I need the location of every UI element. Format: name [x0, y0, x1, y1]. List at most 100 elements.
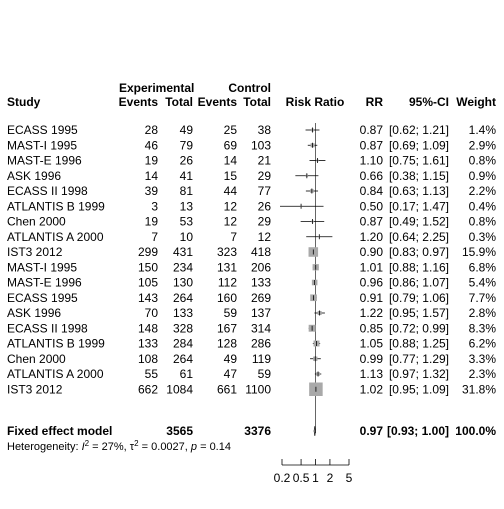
- study-e-total: 264: [173, 352, 193, 366]
- study-ci: [0.88; 1.16]: [389, 260, 449, 274]
- study-e-events: 108: [138, 352, 158, 366]
- header-rr: RR: [366, 95, 384, 109]
- study-ci: [0.79; 1.06]: [389, 291, 449, 305]
- study-ci: [0.62; 1.21]: [389, 123, 449, 137]
- study-c-total: 12: [258, 230, 272, 244]
- study-weight: 2.9%: [469, 138, 497, 152]
- study-e-events: 105: [138, 276, 158, 290]
- study-ci: [0.17; 1.47]: [389, 199, 449, 213]
- study-e-total: 284: [173, 337, 193, 351]
- study-c-total: 103: [251, 138, 271, 152]
- study-weight: 0.3%: [469, 230, 497, 244]
- study-e-events: 19: [145, 215, 159, 229]
- het-p-value: = 0.14: [197, 441, 231, 453]
- study-c-total: 269: [251, 291, 271, 305]
- study-ci: [0.38; 1.15]: [389, 169, 449, 183]
- study-weight: 6.2%: [469, 337, 497, 351]
- study-e-total: 1084: [166, 382, 193, 396]
- het-i2-value: = 27%,: [89, 441, 130, 453]
- study-e-total: 26: [180, 154, 194, 168]
- study-rr: 0.87: [360, 215, 384, 229]
- study-ci: [0.95; 1.57]: [389, 306, 449, 320]
- study-rr: 0.90: [360, 245, 384, 259]
- study-name: ECASS II 1998: [7, 321, 88, 335]
- study-c-events: 47: [224, 367, 238, 381]
- study-c-events: 128: [217, 337, 237, 351]
- study-name: ATLANTIS A 2000: [7, 230, 104, 244]
- study-e-events: 3: [151, 199, 158, 213]
- plot-marks: [280, 123, 333, 437]
- study-c-total: 314: [251, 321, 271, 335]
- study-c-total: 133: [251, 276, 271, 290]
- study-weight: 7.7%: [469, 291, 497, 305]
- study-e-total: 431: [173, 245, 193, 259]
- header-e-events: Events: [119, 95, 159, 109]
- study-rr: 0.84: [360, 184, 384, 198]
- study-rr: 1.13: [360, 367, 384, 381]
- study-e-total: 264: [173, 291, 193, 305]
- header-experimental: Experimental: [119, 81, 194, 95]
- summary-rr: 0.97: [360, 424, 384, 438]
- study-ci: [0.88; 1.25]: [389, 337, 449, 351]
- study-rr: 0.99: [360, 352, 384, 366]
- study-e-events: 39: [145, 184, 159, 198]
- study-rr: 1.02: [360, 382, 384, 396]
- study-e-events: 46: [145, 138, 159, 152]
- study-c-total: 29: [258, 169, 272, 183]
- het-tau-value: = 0.0027,: [139, 441, 191, 453]
- study-e-events: 7: [151, 230, 158, 244]
- study-c-events: 131: [217, 260, 237, 274]
- study-c-events: 160: [217, 291, 237, 305]
- study-c-total: 137: [251, 306, 271, 320]
- study-rr: 1.10: [360, 154, 384, 168]
- study-weight: 2.2%: [469, 184, 497, 198]
- header-weight: Weight: [456, 95, 496, 109]
- study-e-total: 41: [180, 169, 194, 183]
- study-c-total: 119: [252, 352, 271, 366]
- study-c-events: 44: [224, 184, 238, 198]
- study-c-total: 38: [258, 123, 272, 137]
- study-weight: 3.3%: [469, 352, 497, 366]
- study-ci: [0.97; 1.32]: [389, 367, 449, 381]
- study-ci: [0.64; 2.25]: [389, 230, 449, 244]
- study-e-total: 328: [173, 321, 193, 335]
- study-e-total: 79: [180, 138, 194, 152]
- study-e-events: 19: [145, 154, 159, 168]
- summary-diamond: [313, 425, 316, 437]
- study-rr: 1.01: [360, 260, 384, 274]
- study-c-total: 26: [258, 199, 272, 213]
- study-ci: [0.72; 0.99]: [389, 321, 449, 335]
- study-rr: 1.22: [360, 306, 384, 320]
- study-weight: 0.4%: [469, 199, 497, 213]
- header-c-total: Total: [243, 95, 271, 109]
- study-name: ECASS II 1998: [7, 184, 88, 198]
- study-weight: 2.3%: [469, 367, 497, 381]
- x-tick-label: 1: [312, 471, 319, 485]
- study-e-events: 148: [138, 321, 158, 335]
- study-name: ATLANTIS B 1999: [7, 199, 105, 213]
- study-c-total: 59: [258, 367, 272, 381]
- study-name: ATLANTIS A 2000: [7, 367, 104, 381]
- study-e-total: 234: [173, 260, 193, 274]
- study-e-events: 143: [138, 291, 158, 305]
- study-weight: 0.9%: [469, 169, 497, 183]
- study-ci: [0.77; 1.29]: [389, 352, 449, 366]
- study-rr: 0.87: [360, 138, 384, 152]
- study-rr: 1.20: [360, 230, 384, 244]
- study-c-total: 206: [251, 260, 271, 274]
- study-e-total: 81: [180, 184, 194, 198]
- header-risk-ratio: Risk Ratio: [286, 95, 345, 109]
- study-c-events: 49: [224, 352, 238, 366]
- study-name: ATLANTIS B 1999: [7, 337, 105, 351]
- study-e-events: 14: [145, 169, 159, 183]
- study-name: MAST-E 1996: [7, 276, 82, 290]
- study-weight: 31.8%: [462, 382, 496, 396]
- study-c-events: 15: [224, 169, 238, 183]
- study-c-total: 21: [258, 154, 272, 168]
- study-c-events: 661: [217, 382, 237, 396]
- study-c-events: 12: [224, 199, 238, 213]
- study-c-events: 7: [230, 230, 237, 244]
- x-tick-label: 5: [346, 471, 353, 485]
- study-c-total: 1100: [245, 382, 271, 396]
